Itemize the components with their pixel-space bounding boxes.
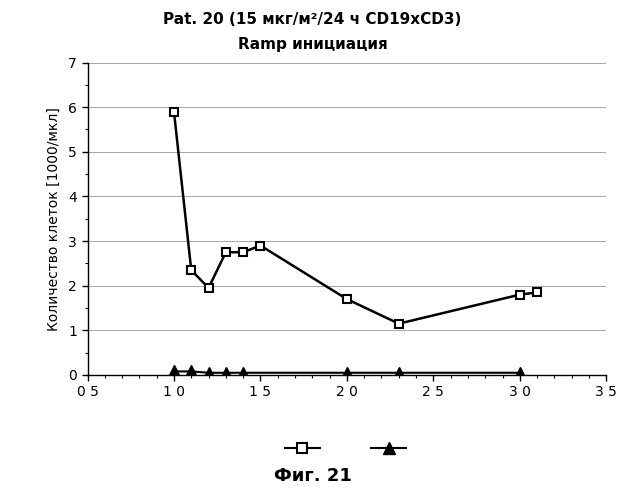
Text: Ramp инициация: Ramp инициация xyxy=(238,38,388,52)
Legend: , : , xyxy=(279,436,414,462)
Y-axis label: Количество клеток [1000/мкл]: Количество клеток [1000/мкл] xyxy=(48,107,61,330)
Text: Фиг. 21: Фиг. 21 xyxy=(274,467,351,485)
Text: Pat. 20 (15 мкг/м²/24 ч CD19xCD3): Pat. 20 (15 мкг/м²/24 ч CD19xCD3) xyxy=(163,12,462,28)
